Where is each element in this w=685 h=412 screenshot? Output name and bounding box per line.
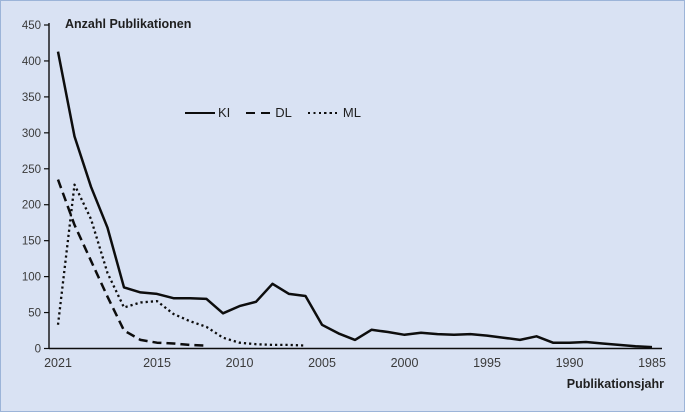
y-tick-label: 50 xyxy=(28,308,41,320)
y-tick-label: 250 xyxy=(22,164,41,176)
y-tick-label: 0 xyxy=(35,344,41,356)
x-tick-label: 1990 xyxy=(556,356,584,370)
legend-item-dl: DL xyxy=(246,105,292,121)
dotted-line-sample-icon xyxy=(307,111,340,115)
dashed-line-sample-icon xyxy=(246,111,273,115)
series-line-ml xyxy=(56,183,306,347)
legend-label-ml: ML xyxy=(342,105,361,120)
x-axis-title: Publikationsjahr xyxy=(566,377,664,391)
y-tick-label: 100 xyxy=(22,272,41,284)
y-axis-title: Anzahl Publikationen xyxy=(65,17,192,31)
series-line-dl xyxy=(56,179,207,347)
axis-line xyxy=(48,23,662,350)
y-tick-label: 150 xyxy=(22,236,41,248)
y-tick-label: 450 xyxy=(22,20,41,32)
legend-item-ki: KI xyxy=(185,105,230,121)
x-tick-label: 2000 xyxy=(391,356,419,370)
x-tick-label: 2015 xyxy=(143,356,171,370)
series-line-ki xyxy=(56,51,653,349)
x-tick-label: 1985 xyxy=(638,356,666,370)
legend-label-ki: KI xyxy=(218,105,231,120)
legend-item-ml: ML xyxy=(307,105,361,121)
x-tick-label: 2010 xyxy=(226,356,254,370)
legend-label-dl: DL xyxy=(275,105,292,120)
y-tick-label: 400 xyxy=(22,56,41,68)
y-tick-label: 350 xyxy=(22,92,41,104)
y-tick-label: 300 xyxy=(22,128,41,140)
x-tick-label: 2005 xyxy=(308,356,336,370)
x-tick-label: 1995 xyxy=(473,356,501,370)
solid-line-sample-icon xyxy=(185,111,215,115)
chart-legend: KI DL ML xyxy=(185,105,361,121)
y-tick-label: 200 xyxy=(22,200,41,212)
x-tick-label: 2021 xyxy=(44,356,72,370)
